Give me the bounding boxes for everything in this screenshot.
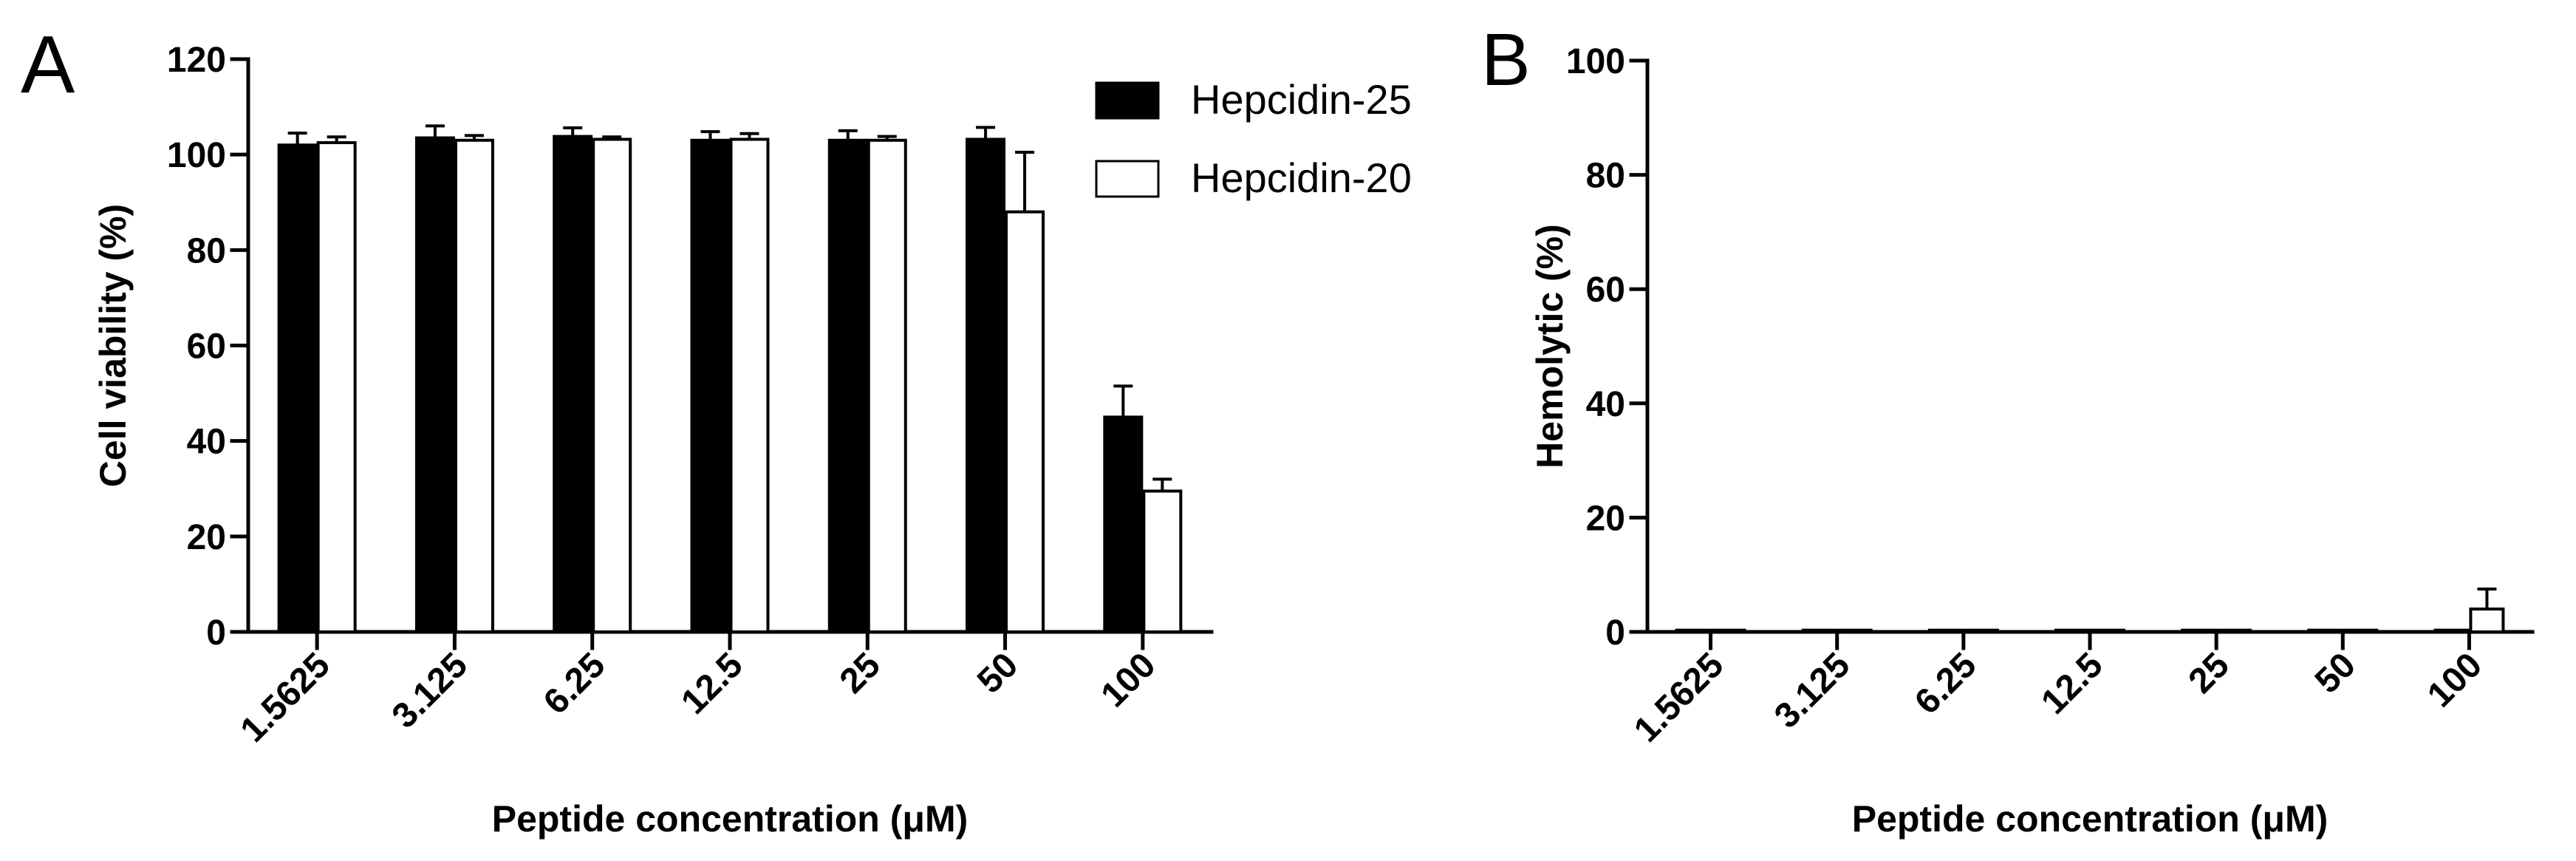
x-tick-label: 3.125 [1767,645,1857,735]
bar [454,138,494,633]
bar [1005,210,1045,633]
y-tick-label: 120 [167,41,226,80]
x-tick-label: 12.5 [2034,645,2111,722]
y-tick-label: 0 [1605,613,1625,653]
bar [2054,628,2090,634]
bar [966,137,1006,633]
bar [2181,628,2217,634]
bar [316,141,357,634]
x-tick-label: 50 [970,645,1025,701]
bar [827,138,868,633]
x-axis-label: Peptide concentration (μM) [492,798,968,840]
bar [1963,628,1999,634]
x-tick-label: 25 [833,645,888,701]
panel-b-letter: B [1481,18,1531,101]
y-axis-label: Cell viability (%) [92,204,134,487]
panel-a-letter: A [21,19,75,110]
x-tick-label: 6.25 [536,645,613,722]
y-tick-label: 40 [187,423,226,462]
legend-swatch [1095,160,1160,198]
bar [592,137,632,633]
legend-swatch [1095,81,1160,120]
y-tick-label: 80 [187,231,226,270]
bar [2090,628,2125,634]
y-tick-label: 60 [187,327,226,367]
legend-label: Hepcidin-25 [1191,76,1412,123]
bar [2469,608,2505,634]
x-tick-label: 25 [2182,645,2237,701]
x-axis-label: Peptide concentration (μM) [1852,798,2329,840]
x-tick-label: 100 [1094,645,1164,715]
bar [414,136,455,633]
x-tick-label: 12.5 [674,645,751,722]
y-tick-label: 80 [1586,157,1625,196]
bar [2307,628,2343,634]
bar [2343,628,2379,634]
legend-label: Hepcidin-20 [1191,154,1412,201]
panel-b-chart: 0 20 40 60 80 100 Hemolytic (%) 1.5625 3.125 6.25… [1529,42,2535,840]
y-tick-label: 100 [1566,42,1625,81]
y-tick-label: 20 [187,518,226,557]
x-tick-label: 6.25 [1907,645,1984,722]
bar [1103,415,1144,633]
bar [2433,628,2470,634]
bar [1675,628,1711,634]
y-axis-label: Hemolytic (%) [1529,224,1571,469]
panel-a-chart: 0 20 40 60 80 100 120 Cell viability (%) 1.5625 3… [92,41,1412,840]
bar [277,143,318,633]
bar [867,138,907,633]
y-tick-label: 0 [206,613,226,653]
y-tick-label: 40 [1586,385,1625,424]
bar [1710,628,1746,634]
bar [1837,628,1873,634]
bar [2216,628,2252,634]
y-tick-label: 100 [167,136,226,175]
bar [690,138,731,633]
x-tick-label: 100 [2420,645,2490,715]
bar [729,137,770,633]
x-tick-label: 1.5625 [1627,645,1731,749]
bar [1801,628,1837,634]
x-tick-label: 1.5625 [233,645,338,749]
x-tick-label: 3.125 [385,645,475,735]
y-tick-label: 60 [1586,270,1625,310]
bar [1142,489,1183,634]
y-tick-label: 20 [1586,499,1625,538]
bar [1927,628,1964,634]
x-tick-label: 50 [2308,645,2363,701]
bar [553,135,593,633]
